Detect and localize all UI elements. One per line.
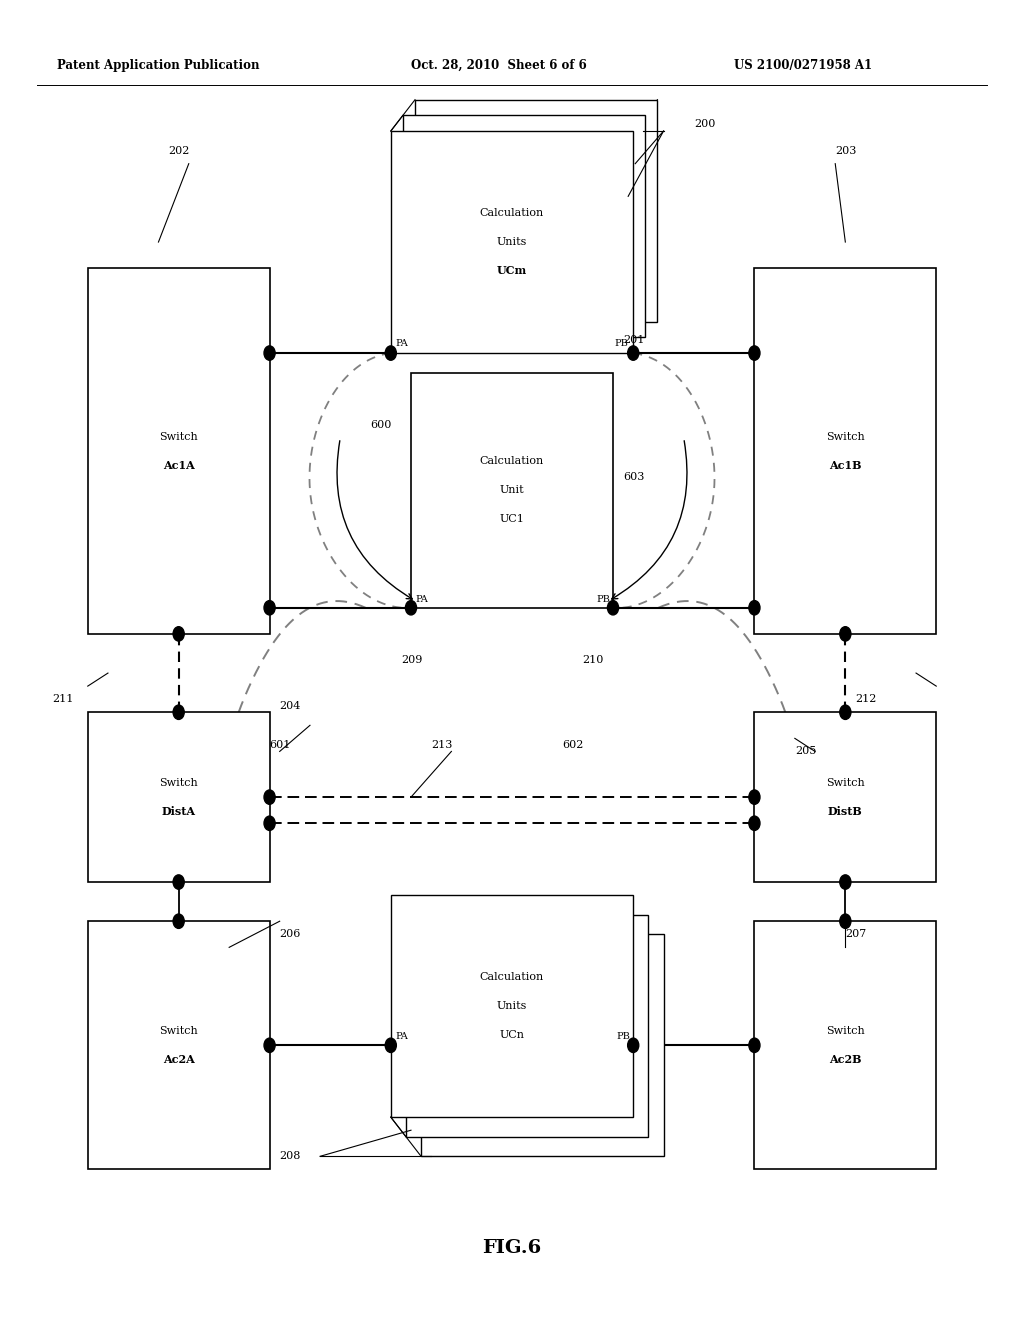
Bar [88,713,269,882]
Text: 210: 210 [583,655,604,665]
Text: Units: Units [497,1001,527,1011]
Circle shape [406,601,417,615]
Bar [755,268,936,634]
Text: 201: 201 [624,335,644,345]
Text: Ac1B: Ac1B [829,459,861,471]
Text: UCm: UCm [497,265,527,276]
Text: Ac1A: Ac1A [163,459,195,471]
Text: Switch: Switch [160,432,198,442]
Circle shape [173,627,184,642]
Circle shape [749,601,760,615]
Circle shape [840,875,851,890]
Text: 213: 213 [431,741,453,750]
Text: PB: PB [614,339,628,348]
Text: Calculation: Calculation [480,973,544,982]
Bar [411,372,613,607]
Text: PB: PB [596,595,610,603]
Text: Units: Units [497,238,527,247]
Text: 200: 200 [694,120,715,129]
Circle shape [840,913,851,928]
Circle shape [173,705,184,719]
Bar [391,895,633,1117]
Text: Switch: Switch [826,432,864,442]
Circle shape [264,816,275,830]
Text: Switch: Switch [826,1026,864,1036]
Text: 204: 204 [280,701,301,710]
Bar [406,915,648,1137]
Text: 207: 207 [846,929,866,940]
Text: Patent Application Publication: Patent Application Publication [57,59,260,73]
Text: US 2100/0271958 A1: US 2100/0271958 A1 [734,59,872,73]
Text: 202: 202 [169,145,189,156]
Text: Calculation: Calculation [480,457,544,466]
Circle shape [385,1038,396,1052]
Circle shape [840,705,851,719]
Bar [415,100,657,322]
Bar [402,115,645,338]
Circle shape [749,816,760,830]
Text: 203: 203 [836,145,857,156]
Circle shape [264,789,275,804]
Bar [88,268,269,634]
Circle shape [628,346,639,360]
Text: FIG.6: FIG.6 [482,1238,542,1257]
Bar [391,131,633,352]
Circle shape [385,346,396,360]
Circle shape [749,789,760,804]
Text: Ac2B: Ac2B [829,1055,861,1065]
Circle shape [628,1038,639,1052]
Circle shape [264,346,275,360]
Text: 600: 600 [371,420,392,430]
Text: 209: 209 [400,655,422,665]
Text: PA: PA [396,339,409,348]
Circle shape [607,601,618,615]
Text: 602: 602 [562,741,584,750]
Text: Ac2A: Ac2A [163,1055,195,1065]
Circle shape [840,627,851,642]
Bar [421,935,664,1156]
Circle shape [264,1038,275,1052]
Text: Switch: Switch [160,1026,198,1036]
Text: Oct. 28, 2010  Sheet 6 of 6: Oct. 28, 2010 Sheet 6 of 6 [411,59,587,73]
Text: Unit: Unit [500,486,524,495]
Text: Switch: Switch [826,777,864,788]
Circle shape [173,913,184,928]
Circle shape [749,346,760,360]
Text: PA: PA [415,595,428,603]
Text: 206: 206 [280,929,301,940]
Circle shape [173,875,184,890]
Text: UCn: UCn [500,1030,524,1040]
Text: 212: 212 [855,694,877,704]
Text: PB: PB [616,1032,630,1041]
Text: UC1: UC1 [500,513,524,524]
Text: DistB: DistB [828,807,862,817]
Text: 205: 205 [795,746,816,756]
Text: Switch: Switch [160,777,198,788]
Bar [88,921,269,1170]
Bar [755,921,936,1170]
Text: PA: PA [396,1032,409,1041]
Circle shape [264,601,275,615]
Text: DistA: DistA [162,807,196,817]
Text: 603: 603 [624,473,644,482]
Text: 208: 208 [280,1151,301,1162]
Circle shape [749,1038,760,1052]
Bar [755,713,936,882]
Text: Calculation: Calculation [480,209,544,218]
Text: 601: 601 [269,741,291,750]
Text: 211: 211 [52,694,74,704]
